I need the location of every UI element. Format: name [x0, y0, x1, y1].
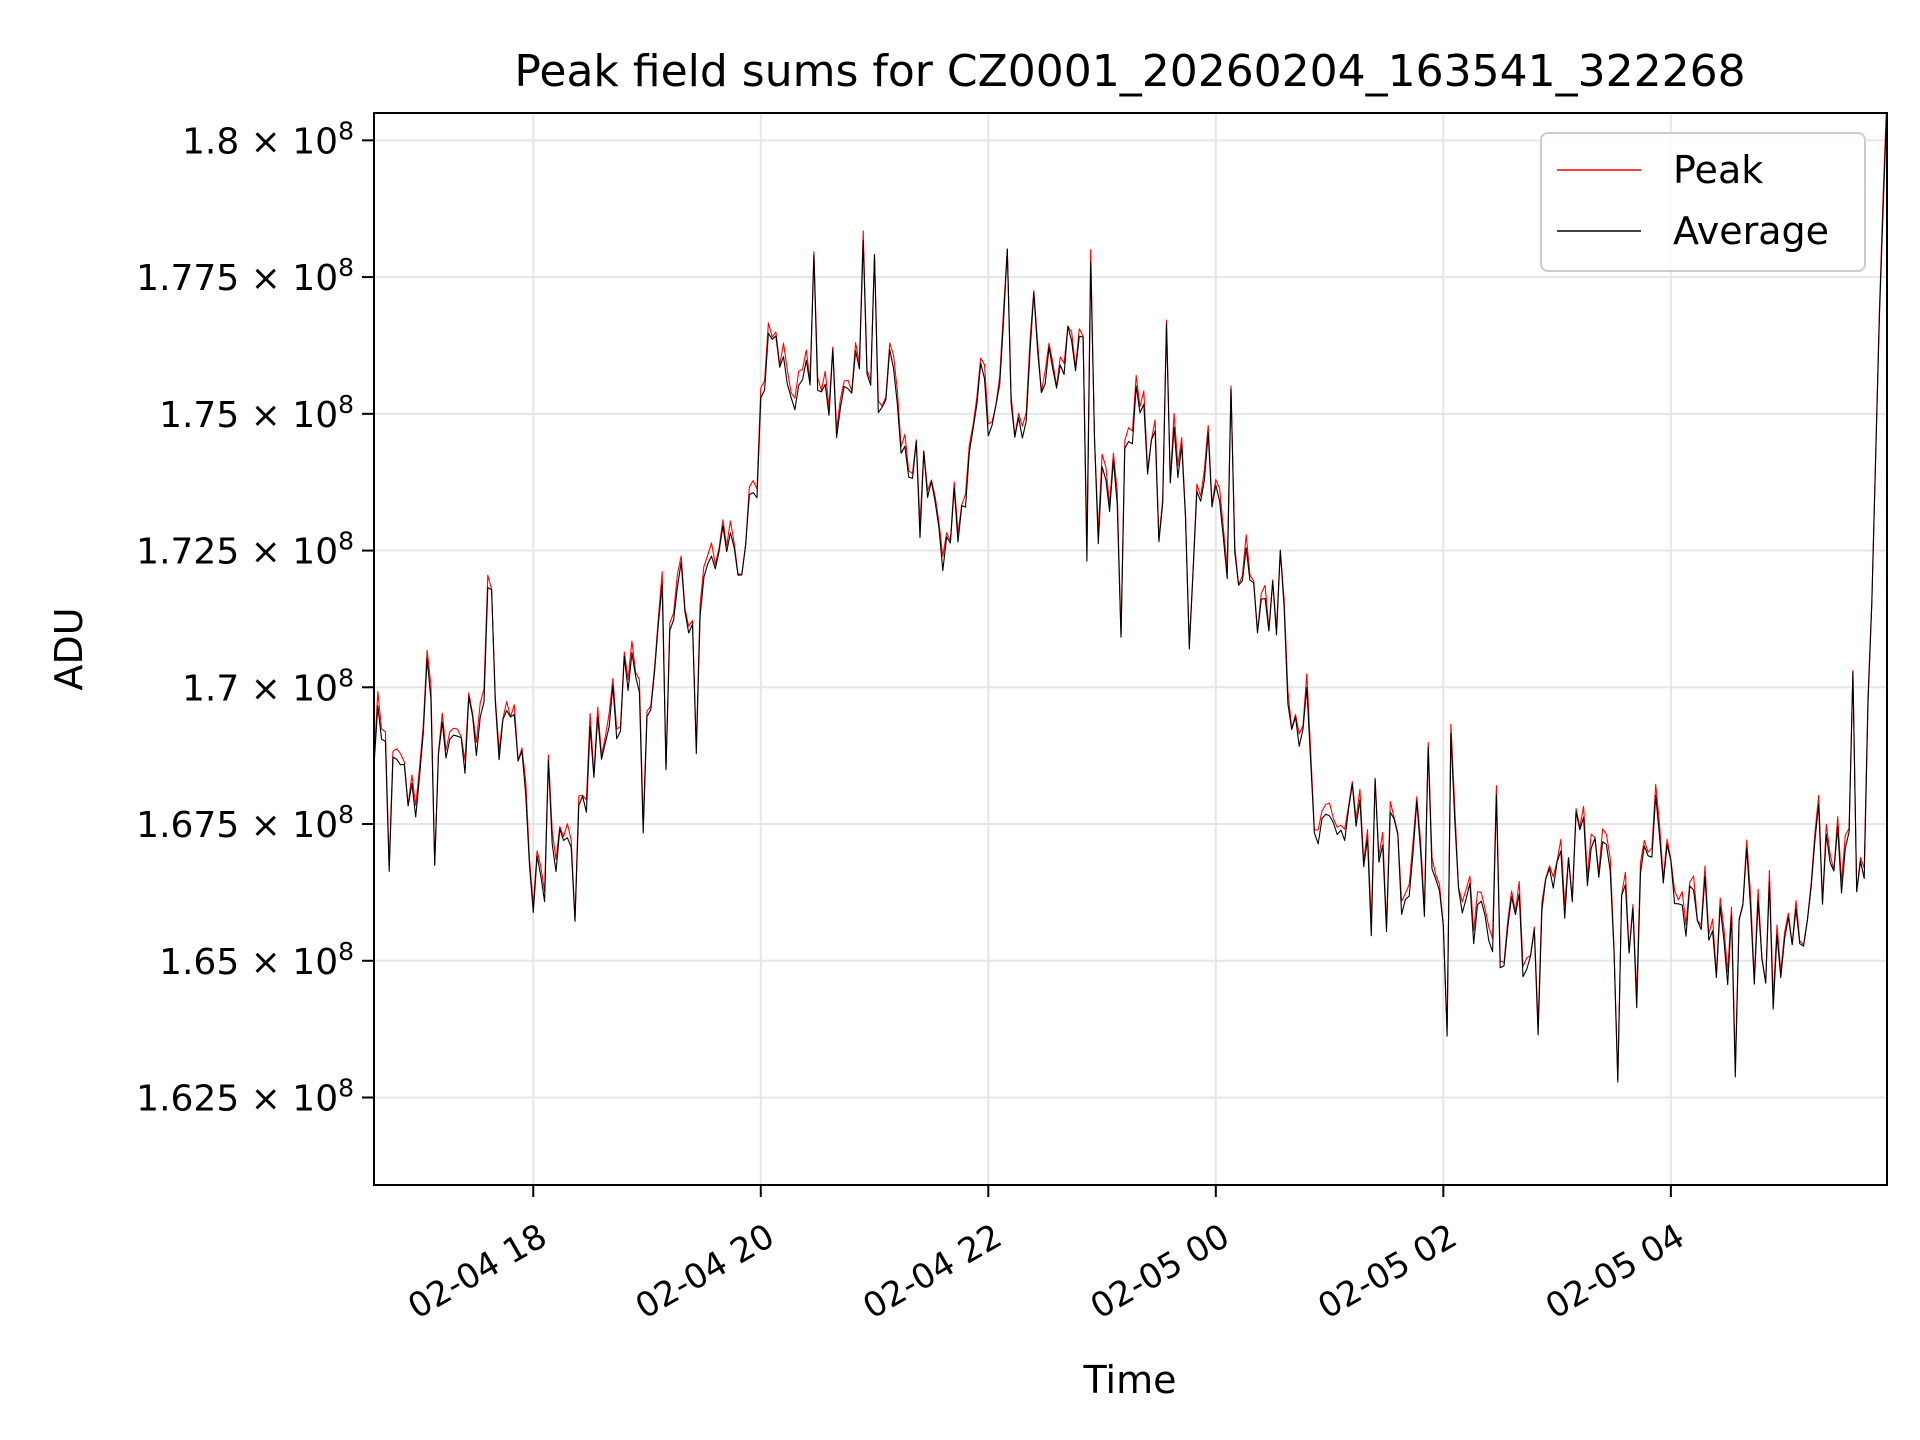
legend-label-peak: Peak	[1673, 148, 1763, 192]
plot-frame	[373, 112, 1888, 1186]
y-tick-label: 1.675 × 108	[136, 800, 354, 846]
y-tick-label: 1.65 × 108	[159, 937, 354, 983]
y-tick-label: 1.75 × 108	[159, 390, 354, 436]
x-axis-label: Time	[1083, 1358, 1177, 1402]
y-tick-label: 1.725 × 108	[136, 527, 354, 573]
plot-area	[374, 113, 1887, 1083]
y-axis-ticks: 1.625 × 108 1.65 × 108 1.675 × 108 1.7 × 10…	[136, 116, 374, 1119]
average-series-line	[374, 113, 1887, 1083]
y-tick-label: 1.625 × 108	[136, 1073, 354, 1119]
y-axis-label: ADU	[47, 607, 91, 690]
legend-label-average: Average	[1673, 209, 1829, 253]
x-grid	[532, 113, 1672, 1185]
y-tick-label: 1.775 × 108	[136, 253, 354, 299]
y-tick-label: 1.7 × 108	[182, 663, 354, 709]
y-grid	[374, 139, 1887, 1099]
legend-box	[1540, 132, 1866, 272]
y-tick-label: 1.8 × 108	[182, 116, 354, 162]
legend: Peak Average	[1540, 132, 1866, 272]
chart-title: Peak field sums for CZ0001_20260204_1635…	[514, 46, 1745, 97]
